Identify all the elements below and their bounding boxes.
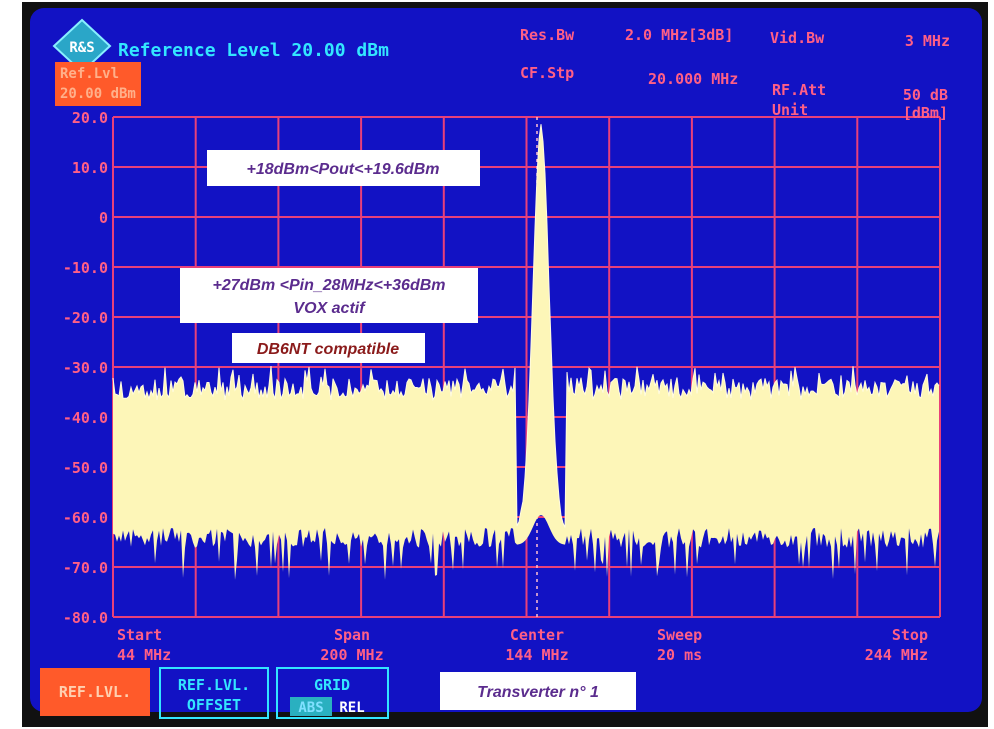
- softkey-label[interactable]: REF.LVL.: [178, 676, 250, 694]
- logo-text: R&S: [69, 40, 94, 56]
- annotation-compat: DB6NT compatible: [257, 341, 399, 358]
- softkey-label[interactable]: OFFSET: [187, 696, 241, 714]
- setting-label: CF.Stp: [520, 64, 574, 82]
- y-axis-label: 0: [99, 209, 108, 227]
- footer-label: Center: [510, 626, 564, 644]
- setting-label: RF.Att: [772, 81, 826, 99]
- y-axis-label: -70.0: [63, 559, 108, 577]
- softkey-option[interactable]: REL: [339, 700, 364, 716]
- display: [30, 8, 982, 712]
- y-axis-label: -50.0: [63, 459, 108, 477]
- setting-value: 20.000 MHz: [648, 70, 738, 88]
- softkey-label[interactable]: GRID: [314, 676, 350, 694]
- y-axis-label: -10.0: [63, 259, 108, 277]
- annotation-transverter: Transverter n° 1: [477, 684, 599, 701]
- footer-label: Start: [117, 626, 162, 644]
- setting-label: Vid.Bw: [770, 29, 825, 47]
- setting-label: Res.Bw: [520, 26, 575, 44]
- footer-value: 144 MHz: [505, 646, 568, 664]
- setting-value: 50 dB: [903, 86, 948, 104]
- y-axis-label: -30.0: [63, 359, 108, 377]
- y-axis-label: 20.0: [72, 109, 108, 127]
- setting-value: [dBm]: [903, 104, 948, 122]
- y-axis-label: 10.0: [72, 159, 108, 177]
- reference-level: Reference Level 20.00 dBm: [118, 40, 389, 61]
- softkey-ref-lvl[interactable]: REF.LVL.: [40, 668, 150, 716]
- footer-value: 44 MHz: [117, 646, 171, 664]
- annotation-pin: +27dBm <Pin_28MHz<+36dBm: [213, 277, 446, 294]
- y-axis-label: -20.0: [63, 309, 108, 327]
- footer-value: 244 MHz: [865, 646, 928, 664]
- y-axis-label: -80.0: [63, 609, 108, 627]
- softkey-option[interactable]: ABS: [298, 700, 323, 716]
- y-axis-label: -60.0: [63, 509, 108, 527]
- footer-label: Span: [334, 626, 370, 644]
- y-axis-label: -40.0: [63, 409, 108, 427]
- annotation-pout: +18dBm<Pout<+19.6dBm: [247, 161, 440, 178]
- annotation-vox: VOX actif: [293, 300, 366, 317]
- screen-photo: R&S Reference Level 20.00 dBm Ref.Lvl 20…: [0, 0, 994, 729]
- ref-lvl-value: 20.00 dBm: [60, 86, 136, 102]
- footer-value: 200 MHz: [320, 646, 383, 664]
- softkey-label[interactable]: REF.LVL.: [59, 683, 131, 701]
- setting-value: 3 MHz: [905, 32, 950, 50]
- setting-value: 2.0 MHz[3dB]: [625, 26, 733, 44]
- ref-lvl-label: Ref.Lvl: [60, 66, 119, 82]
- footer-label: Sweep: [657, 626, 702, 644]
- footer-value: 20 ms: [657, 646, 702, 664]
- footer-label: Stop: [892, 626, 928, 644]
- setting-label: Unit: [772, 101, 808, 119]
